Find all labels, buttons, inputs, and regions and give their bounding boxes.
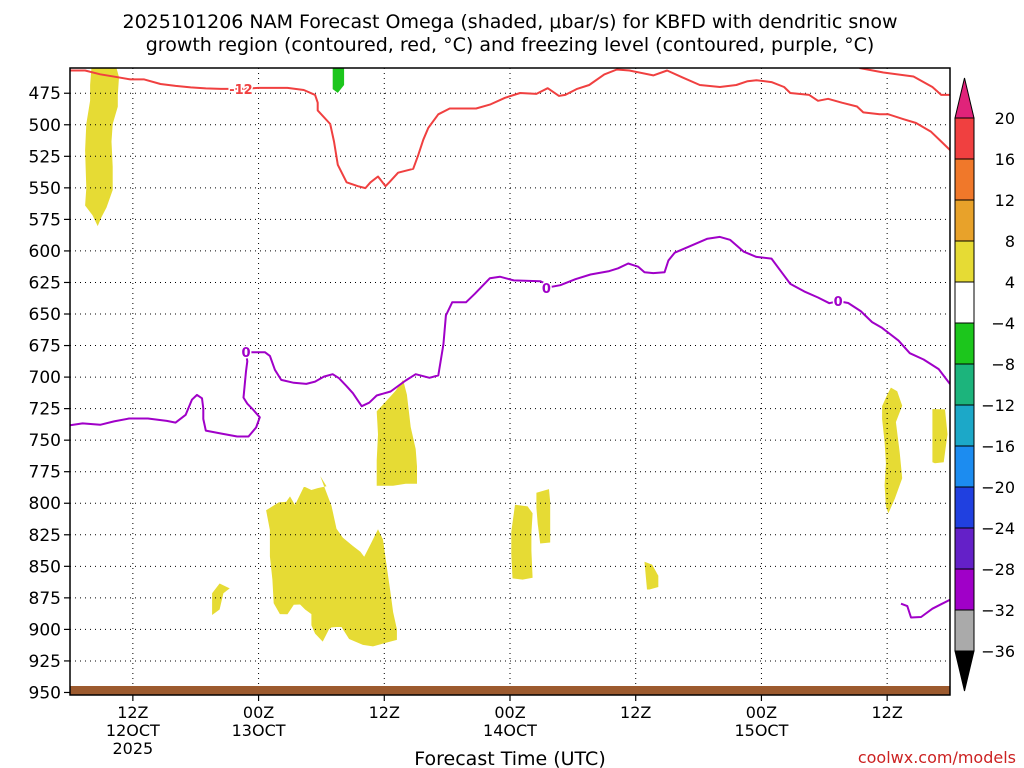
x-tick-label: 12Z bbox=[620, 703, 651, 722]
colorbar-label: −36 bbox=[981, 642, 1015, 661]
x-tick-label: 15OCT bbox=[734, 721, 788, 740]
colorbar-swatch bbox=[954, 445, 975, 488]
y-tick-label: 525 bbox=[29, 147, 61, 167]
omega-colorbar: 20 16 12 8 4 −4 −8 −12 −16 −20 −24 −28 −32 −36 bbox=[954, 77, 1015, 692]
colorbar-bottom-arrow bbox=[954, 650, 975, 692]
y-tick-label: 725 bbox=[29, 400, 61, 420]
y-tick-label: 650 bbox=[29, 305, 61, 325]
colorbar-swatch bbox=[954, 486, 975, 529]
ground-surface bbox=[70, 686, 950, 695]
x-tick-label: 00Z bbox=[243, 703, 274, 722]
x-tick-label: 12Z bbox=[117, 703, 148, 722]
y-tick-label: 925 bbox=[29, 652, 61, 672]
y-tick-label: 475 bbox=[29, 84, 61, 104]
x-tick-label: 12OCT bbox=[106, 721, 160, 740]
contour-labels: -12 0 0 0 bbox=[228, 81, 844, 362]
colorbar-label: −24 bbox=[981, 519, 1015, 538]
colorbar-label: 8 bbox=[1005, 232, 1015, 251]
colorbar-swatch bbox=[954, 240, 975, 283]
y-tick-label: 900 bbox=[29, 620, 61, 640]
colorbar-swatch bbox=[954, 117, 975, 160]
y-axis: 475 500 525 550 575 600 625 650 675 700 725 750 775 8… bbox=[29, 84, 70, 703]
colorbar-label: 12 bbox=[995, 191, 1015, 210]
colorbar-label: −16 bbox=[981, 437, 1015, 456]
colorbar-swatch bbox=[954, 404, 975, 447]
y-tick-label: 700 bbox=[29, 368, 61, 388]
x-tick-label: 00Z bbox=[746, 703, 777, 722]
colorbar-label: 16 bbox=[995, 150, 1015, 169]
y-tick-label: 550 bbox=[29, 179, 61, 199]
omega-region-4-to-8 bbox=[212, 583, 230, 615]
colorbar-top-arrow bbox=[954, 77, 975, 119]
x-tick-label: 12Z bbox=[369, 703, 400, 722]
y-tick-label: 750 bbox=[29, 431, 61, 451]
watermark: coolwx.com/models bbox=[858, 748, 1016, 767]
colorbar-swatch bbox=[954, 568, 975, 611]
x-axis-label: Forecast Time (UTC) bbox=[414, 748, 605, 768]
y-tick-label: 575 bbox=[29, 210, 61, 230]
contour-line bbox=[70, 68, 950, 190]
plot-gridlines bbox=[70, 68, 950, 695]
colorbar-label: 4 bbox=[1005, 273, 1015, 292]
omega-region-neg4-to-neg8 bbox=[332, 68, 345, 93]
omega-shading bbox=[85, 68, 948, 647]
contour-label: 0 bbox=[834, 295, 843, 310]
omega-region-4-to-8 bbox=[376, 379, 417, 486]
contour-label: -12 bbox=[229, 83, 253, 98]
colorbar-label: −12 bbox=[981, 396, 1015, 415]
y-tick-label: 775 bbox=[29, 463, 61, 483]
plot-frame bbox=[69, 67, 951, 696]
colorbar-label: −32 bbox=[981, 601, 1015, 620]
omega-region-4-to-8 bbox=[882, 387, 903, 514]
x-tick-label: 14OCT bbox=[483, 721, 537, 740]
omega-region-4-to-8 bbox=[644, 561, 659, 590]
colorbar-swatch bbox=[954, 281, 975, 324]
x-tick-label: 13OCT bbox=[232, 721, 286, 740]
contour-line bbox=[70, 235, 950, 438]
chart-title-line1: 2025101206 NAM Forecast Omega (shaded, μ… bbox=[122, 11, 897, 33]
colorbar-label: −20 bbox=[981, 478, 1015, 497]
omega-region-4-to-8 bbox=[536, 489, 551, 544]
colorbar-swatch bbox=[954, 199, 975, 242]
colorbar-swatch bbox=[954, 527, 975, 570]
omega-region-4-to-8 bbox=[511, 504, 533, 580]
contour-label: 0 bbox=[542, 282, 551, 297]
omega-region-4-to-8 bbox=[932, 409, 948, 464]
x-tick-label: 00Z bbox=[494, 703, 525, 722]
colorbar-label: −4 bbox=[991, 314, 1015, 333]
colorbar-label: −8 bbox=[991, 355, 1015, 374]
y-tick-label: 675 bbox=[29, 337, 61, 357]
contour-line bbox=[859, 68, 950, 96]
colorbar-swatch bbox=[954, 609, 975, 652]
chart-title-line2: growth region (contoured, red, °C) and f… bbox=[146, 34, 875, 56]
y-tick-label: 500 bbox=[29, 116, 61, 136]
colorbar-swatch bbox=[954, 322, 975, 365]
y-tick-label: 625 bbox=[29, 273, 61, 293]
colorbar-swatch bbox=[954, 158, 975, 201]
y-tick-label: 825 bbox=[29, 526, 61, 546]
y-tick-label: 950 bbox=[29, 683, 61, 703]
y-tick-label: 600 bbox=[29, 242, 61, 262]
y-tick-label: 800 bbox=[29, 494, 61, 514]
omega-region-4-to-8 bbox=[266, 476, 397, 647]
y-tick-label: 850 bbox=[29, 557, 61, 577]
x-tick-label: 12Z bbox=[871, 703, 902, 722]
omega-region-4-to-8 bbox=[85, 68, 119, 227]
colorbar-swatch bbox=[954, 363, 975, 406]
contour-line bbox=[900, 598, 950, 619]
y-tick-label: 875 bbox=[29, 589, 61, 609]
contour-label: 0 bbox=[241, 346, 250, 361]
x-tick-label: 2025 bbox=[112, 739, 153, 758]
colorbar-label: 20 bbox=[995, 109, 1015, 128]
temperature-contours bbox=[70, 68, 950, 619]
colorbar-label: −28 bbox=[981, 560, 1015, 579]
